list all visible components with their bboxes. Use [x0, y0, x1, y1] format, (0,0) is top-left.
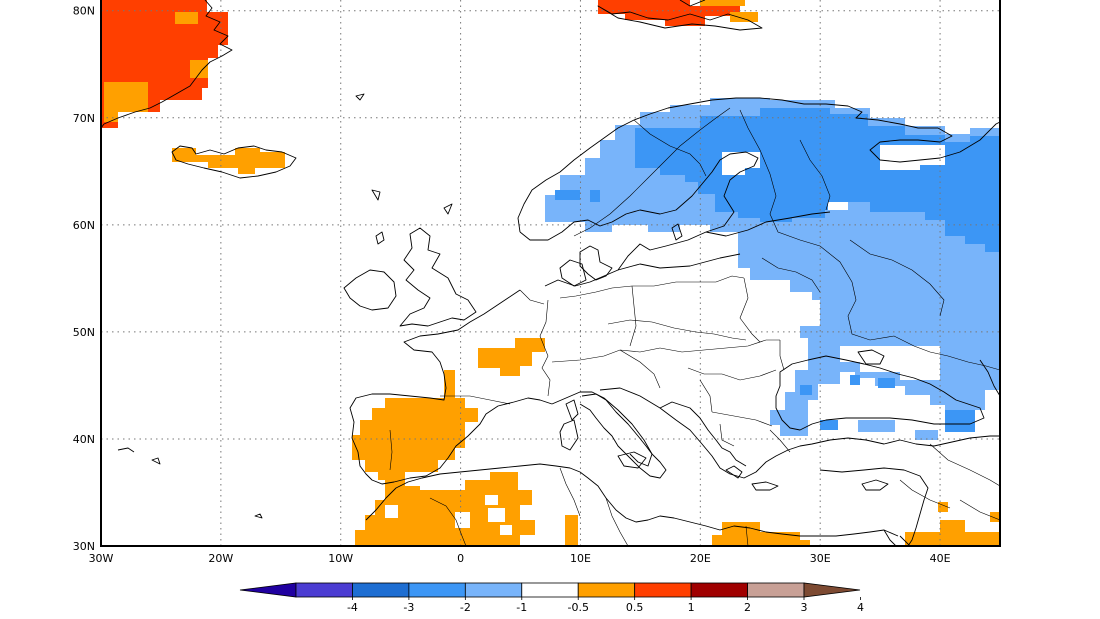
legend-label: -3: [403, 601, 414, 614]
anomaly-greenland-s: [104, 82, 148, 122]
lon-tick-label: 20W: [208, 552, 233, 565]
legend-bin: [239, 582, 297, 598]
legend-bin: [577, 582, 636, 598]
legend-label: 4: [857, 601, 864, 614]
legend-label: 2: [744, 601, 751, 614]
anomaly-iceland: [172, 148, 285, 174]
legend-label: -2: [460, 601, 471, 614]
color-legend: -4 -3 -2 -1 -0.5 0.5 1 2 3 4: [239, 582, 864, 614]
lon-tick-label: 30W: [89, 552, 114, 565]
legend-bin: [352, 582, 410, 598]
lat-lon-gridlines: [101, 0, 1000, 546]
legend-label: 0.5: [626, 601, 644, 614]
legend-bin: [408, 582, 466, 598]
coast-scandinavia: [517, 97, 1000, 233]
lat-tick-label: 60N: [73, 219, 95, 232]
anomaly-north-africa: [355, 472, 535, 546]
lat-tick-label: 30N: [73, 540, 95, 553]
legend-bin: [803, 582, 861, 598]
lon-tick-label: 30E: [810, 552, 831, 565]
country-borders: [389, 107, 1000, 546]
legend-bin: [690, 582, 748, 598]
anomaly-france: [478, 338, 545, 376]
lon-tick-label: 10E: [570, 552, 591, 565]
legend-label: -1: [516, 601, 527, 614]
coast-iceland: [171, 145, 297, 179]
legend-bin: [464, 582, 523, 598]
coast-north-africa: [365, 463, 899, 537]
anomaly-fill-layer: [101, 0, 1000, 546]
coast-britain: [399, 227, 477, 327]
legend-bin: [747, 582, 805, 598]
anomaly-svalbard: [598, 0, 740, 26]
coastlines: [101, 0, 1000, 546]
coast-black-sea: [775, 355, 985, 431]
legend-label: 1: [688, 601, 695, 614]
legend-label: -0.5: [567, 601, 588, 614]
map-frame: [100, 0, 1001, 547]
coast-greenland: [101, 0, 233, 129]
coast-mediterranean: [551, 391, 667, 479]
lon-tick-label: 40E: [930, 552, 951, 565]
coast-france-iberia: [349, 289, 553, 485]
legend-bin: [521, 582, 579, 598]
lon-tick-label: 20E: [690, 552, 711, 565]
lat-tick-label: 80N: [73, 5, 95, 18]
legend-bin: [634, 582, 692, 598]
anomaly-russia-nw: [635, 108, 1000, 252]
legend-bin: [295, 582, 353, 598]
legend-label: -4: [347, 601, 358, 614]
anomaly-libya-egypt: [712, 522, 810, 546]
legend-label: 3: [801, 601, 808, 614]
lon-tick-label: 0: [457, 552, 464, 565]
coast-ireland: [343, 269, 397, 311]
lat-tick-label: 70N: [73, 112, 95, 125]
lat-tick-label: 50N: [73, 326, 95, 339]
lat-tick-label: 40N: [73, 433, 95, 446]
coast-svalbard: [597, 5, 763, 31]
lon-tick-label: 10W: [328, 552, 353, 565]
